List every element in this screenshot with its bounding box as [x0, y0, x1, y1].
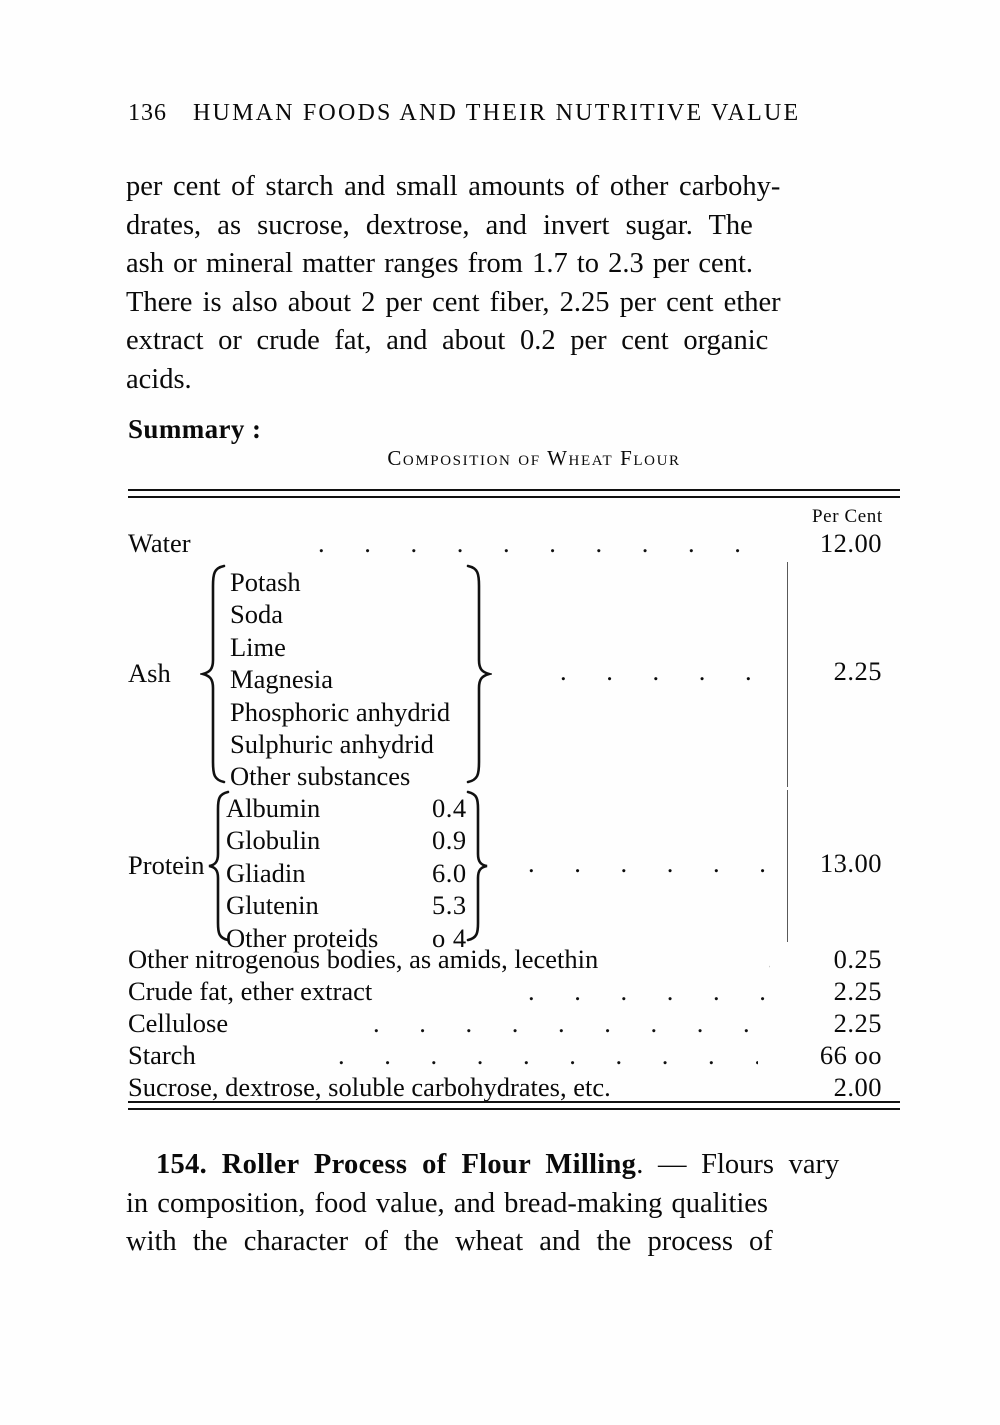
paragraph-line: in composition, food value, and bread-ma… [126, 1187, 769, 1219]
page-folio: 136 [128, 100, 167, 126]
paragraph-line: ash or mineral matter ranges from 1.7 to… [126, 248, 754, 279]
summary-heading: Summary : [128, 414, 262, 444]
item-name: Phosphoric anhydrid [230, 696, 451, 727]
table-row: Starch . . . . . . . . . . . . . . . . .… [128, 1040, 900, 1073]
list-item: Globulin 0.9 [226, 824, 466, 856]
table-row: Crude fat, ether extract . . . . . . . .… [128, 976, 900, 1009]
item-value: 5.3 [432, 890, 467, 921]
item-name: Albumin [226, 793, 321, 823]
list-item: Potash [230, 566, 450, 598]
row-label: Sucrose, dextrose, soluble carbohydrates… [128, 1072, 611, 1102]
item-name: Glutenin [226, 890, 319, 921]
row-value: 66 oo [819, 1040, 882, 1070]
row-label: Crude fat, ether extract [128, 976, 373, 1006]
item-name: Gliadin [226, 857, 306, 888]
item-name: Lime [230, 631, 286, 662]
table-bottom-rule [128, 1101, 900, 1110]
list-item: Gliadin 6.0 [226, 857, 466, 889]
group-item-list: Albumin 0.4 Globulin 0.9 Gliadin 6.0 Glu… [226, 792, 466, 954]
paragraph-line: per cent of starch and small amounts of … [126, 171, 781, 202]
row-value: 2.25 [833, 1008, 882, 1038]
body-paragraph-2: 154. Roller Process of Flour Milling. — … [126, 1146, 900, 1262]
section-title: Roller Process of Flour Milling [221, 1149, 637, 1180]
row-value: 12.00 [819, 528, 882, 558]
table-row: Water . . . . . . . . . . . . . . . . . … [128, 528, 900, 561]
list-item: Other proteids o 4 [226, 922, 466, 954]
item-name: Globulin [226, 825, 321, 856]
dot-leader: . . . . . . . . . . . . . . . . . . . . … [528, 848, 786, 878]
table-row: Cellulose . . . . . . . . . . . . . . . … [128, 1008, 900, 1041]
left-brace-icon [206, 790, 230, 942]
item-value: o 4 [432, 922, 467, 953]
list-item: Lime [230, 631, 450, 663]
list-item: Soda [230, 598, 450, 630]
item-name: Soda [230, 599, 283, 630]
row-label: Water [128, 528, 191, 558]
dot-leader: . . . . . . . . . . . . . . . . . . . . … [768, 944, 770, 977]
table-group-ash: Ash Potash Soda Lime Magnesia Phosphoric… [128, 560, 900, 791]
right-brace-icon [466, 790, 490, 942]
list-item: Glutenin 5.3 [226, 889, 466, 921]
paragraph-line: with the character of the wheat and the … [126, 1226, 773, 1257]
paragraph-line: There is also about 2 per cent fiber, 2.… [126, 286, 781, 318]
section-dash: . — [636, 1149, 702, 1180]
right-brace-icon [466, 564, 492, 784]
section-number: 154. [156, 1149, 208, 1180]
value-column-divider [787, 790, 788, 942]
list-item: Sulphuric anhydrid [230, 728, 450, 760]
left-brace-icon [200, 564, 226, 784]
paragraph-line: 154. Roller Process of Flour Milling. — … [126, 1146, 900, 1185]
per-cent-column-header: Per Cent [812, 506, 883, 527]
table-row: Other nitrogenous bodies, as amids, lece… [128, 944, 900, 977]
row-value: 0.25 [833, 944, 882, 974]
row-label: Starch [128, 1040, 196, 1070]
group-label: Ash [128, 658, 171, 688]
group-value: 2.25 [833, 656, 882, 686]
row-label: Cellulose [128, 1008, 229, 1038]
list-item: Other substances [230, 760, 450, 792]
item-name: Magnesia [230, 664, 334, 695]
table-group-protein: Protein Albumin 0.4 Globulin 0.9 Gliadin… [128, 788, 900, 953]
item-value: 0.4 [432, 793, 467, 823]
dot-leader: . . . . . . . . . . . . . . . . . . . . … [318, 528, 760, 558]
dot-leader: . . . . . . . . . . . . . . . . . . . . … [528, 976, 770, 1006]
item-value: 6.0 [432, 857, 467, 888]
row-label: Other nitrogenous bodies, as amids, lece… [128, 944, 599, 974]
list-item: Albumin 0.4 [226, 792, 466, 824]
row-value: 2.00 [833, 1072, 882, 1102]
group-item-list: Potash Soda Lime Magnesia Phosphoric anh… [230, 566, 450, 793]
list-item: Magnesia [230, 663, 450, 695]
group-label: Protein [128, 850, 205, 880]
value-column-divider [787, 562, 788, 787]
group-value: 13.00 [819, 848, 882, 878]
table-caption: Composition of Wheat Flour [387, 446, 681, 470]
section-first-line: Flours vary [701, 1149, 840, 1180]
item-name: Sulphuric anhydrid [230, 728, 434, 759]
body-paragraph-1: per cent of starch and small amounts of … [126, 168, 900, 399]
item-name: Potash [230, 567, 301, 597]
dot-leader: . . . . . . . . . . . . . . . . . . . . … [560, 656, 786, 686]
paragraph-line: drates, as sucrose, dextrose, and invert… [126, 209, 753, 241]
table-top-rule [128, 489, 900, 498]
running-head-title: HUMAN FOODS AND THEIR NUTRITIVE VALUE [193, 100, 801, 126]
running-head: 136 HUMAN FOODS AND THEIR NUTRITIVE VALUE [128, 100, 900, 127]
dot-leader: . . . . . . . . . . . . . . . . . . . . … [373, 1008, 770, 1038]
table-row: Sucrose, dextrose, soluble carbohydrates… [128, 1072, 900, 1105]
item-value: 0.9 [432, 825, 467, 856]
row-value: 2.25 [833, 976, 882, 1006]
item-name: Other substances [230, 761, 411, 792]
paragraph-line: extract or crude fat, and about 0.2 per … [126, 325, 769, 356]
list-item: Phosphoric anhydrid [230, 696, 450, 728]
dot-leader: . . . . . . . . . . . . . . . . . . . . … [338, 1040, 758, 1070]
item-name: Other proteids [226, 922, 379, 953]
paragraph-line: acids. [126, 363, 192, 395]
